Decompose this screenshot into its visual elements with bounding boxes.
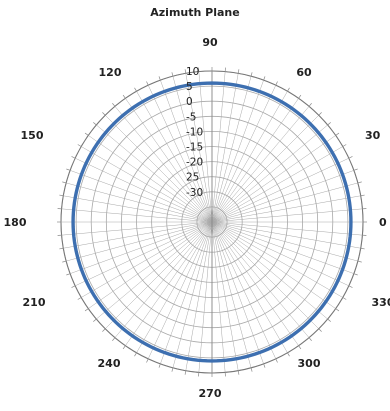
angle-tick-mark [66,169,70,170]
angle-tick-mark [85,133,88,135]
grid-spoke [173,222,212,368]
angle-tick-mark [112,103,115,106]
angle-tick-mark [146,82,148,86]
angle-tick-mark [78,298,81,300]
angle-tick-mark [276,82,278,86]
angle-tick-mark [172,72,173,76]
angle-tick-mark [264,76,265,80]
radial-tick-label: -10 [186,126,203,138]
angle-tick-mark [299,346,301,349]
angle-tick-mark [102,112,105,115]
angle-tick-mark [251,368,252,372]
angle-tick-mark [288,88,290,91]
angle-tick-mark [123,346,125,349]
angle-tick-label: 150 [21,129,44,142]
angle-tick-mark [328,122,331,125]
angle-tick-mark [328,319,331,322]
angle-tick-mark [361,195,365,196]
angle-tick-label: 240 [98,357,121,370]
chart-title: Azimuth Plane [0,6,390,19]
angle-tick-mark [358,261,362,262]
radial-tick-label: 5 [186,81,193,93]
angle-tick-label: 210 [23,296,46,309]
angle-tick-mark [72,156,76,158]
angle-tick-mark [66,274,70,275]
angle-tick-mark [319,329,322,332]
angle-tick-label: 120 [99,66,122,79]
angle-tick-mark [62,182,66,183]
grid-spoke [66,222,212,261]
angle-tick-label: 90 [202,36,218,49]
angle-tick-label: 60 [296,66,312,79]
angle-tick-mark [159,364,160,368]
angle-tick-mark [238,371,239,375]
radial-tick-label: -20 [186,157,203,169]
angle-tick-mark [349,286,353,288]
angle-tick-mark [354,274,358,275]
angle-tick-mark [358,182,362,183]
angle-tick-mark [172,368,173,372]
angle-tick-label: 30 [365,129,381,142]
grid-spoke [212,183,358,222]
angle-tick-mark [309,103,312,106]
angle-tick-label: 0 [379,216,387,229]
angle-tick-mark [336,133,339,135]
angle-tick-mark [354,169,358,170]
angle-tick-mark [238,69,239,73]
radial-tick-label: 0 [186,96,193,108]
angle-tick-mark [78,145,81,147]
radial-tick-label: -30 [186,187,203,199]
angle-tick-mark [288,353,290,356]
radial-tick-label: 25 [186,172,199,184]
grid-spoke [212,76,251,222]
angle-tick-mark [251,72,252,76]
angle-tick-mark [135,88,137,91]
angle-tick-mark [361,248,365,249]
radial-tick-label: 10 [186,66,199,78]
angle-tick-mark [112,338,115,341]
angle-tick-label: 300 [298,357,321,370]
angle-tick-mark [264,364,265,368]
angle-tick-mark [343,145,346,147]
angle-tick-mark [319,112,322,115]
angle-tick-mark [299,95,301,98]
grid-spoke [212,222,358,261]
angle-tick-mark [336,309,339,311]
angle-tick-mark [185,371,186,375]
angle-tick-mark [102,329,105,332]
radial-tick-label: -15 [186,142,203,154]
angle-tick-mark [59,195,63,196]
angle-tick-label: 270 [199,387,222,400]
angle-tick-mark [93,319,96,322]
angle-tick-mark [59,248,63,249]
polar-grid [57,67,367,377]
angle-tick-label: 330 [372,296,390,309]
angle-tick-mark [62,261,66,262]
grid-spoke [212,222,251,368]
angle-tick-mark [343,298,346,300]
angle-tick-mark [93,122,96,125]
angle-tick-mark [72,286,76,288]
angle-tick-mark [276,359,278,363]
angle-tick-mark [309,338,312,341]
radial-tick-label: -5 [186,111,196,123]
angle-tick-mark [159,76,160,80]
angle-tick-label: 180 [4,216,27,229]
angle-tick-mark [135,353,137,356]
angle-tick-mark [123,95,125,98]
angle-tick-mark [349,156,353,158]
angle-tick-mark [146,359,148,363]
angle-tick-mark [85,309,88,311]
